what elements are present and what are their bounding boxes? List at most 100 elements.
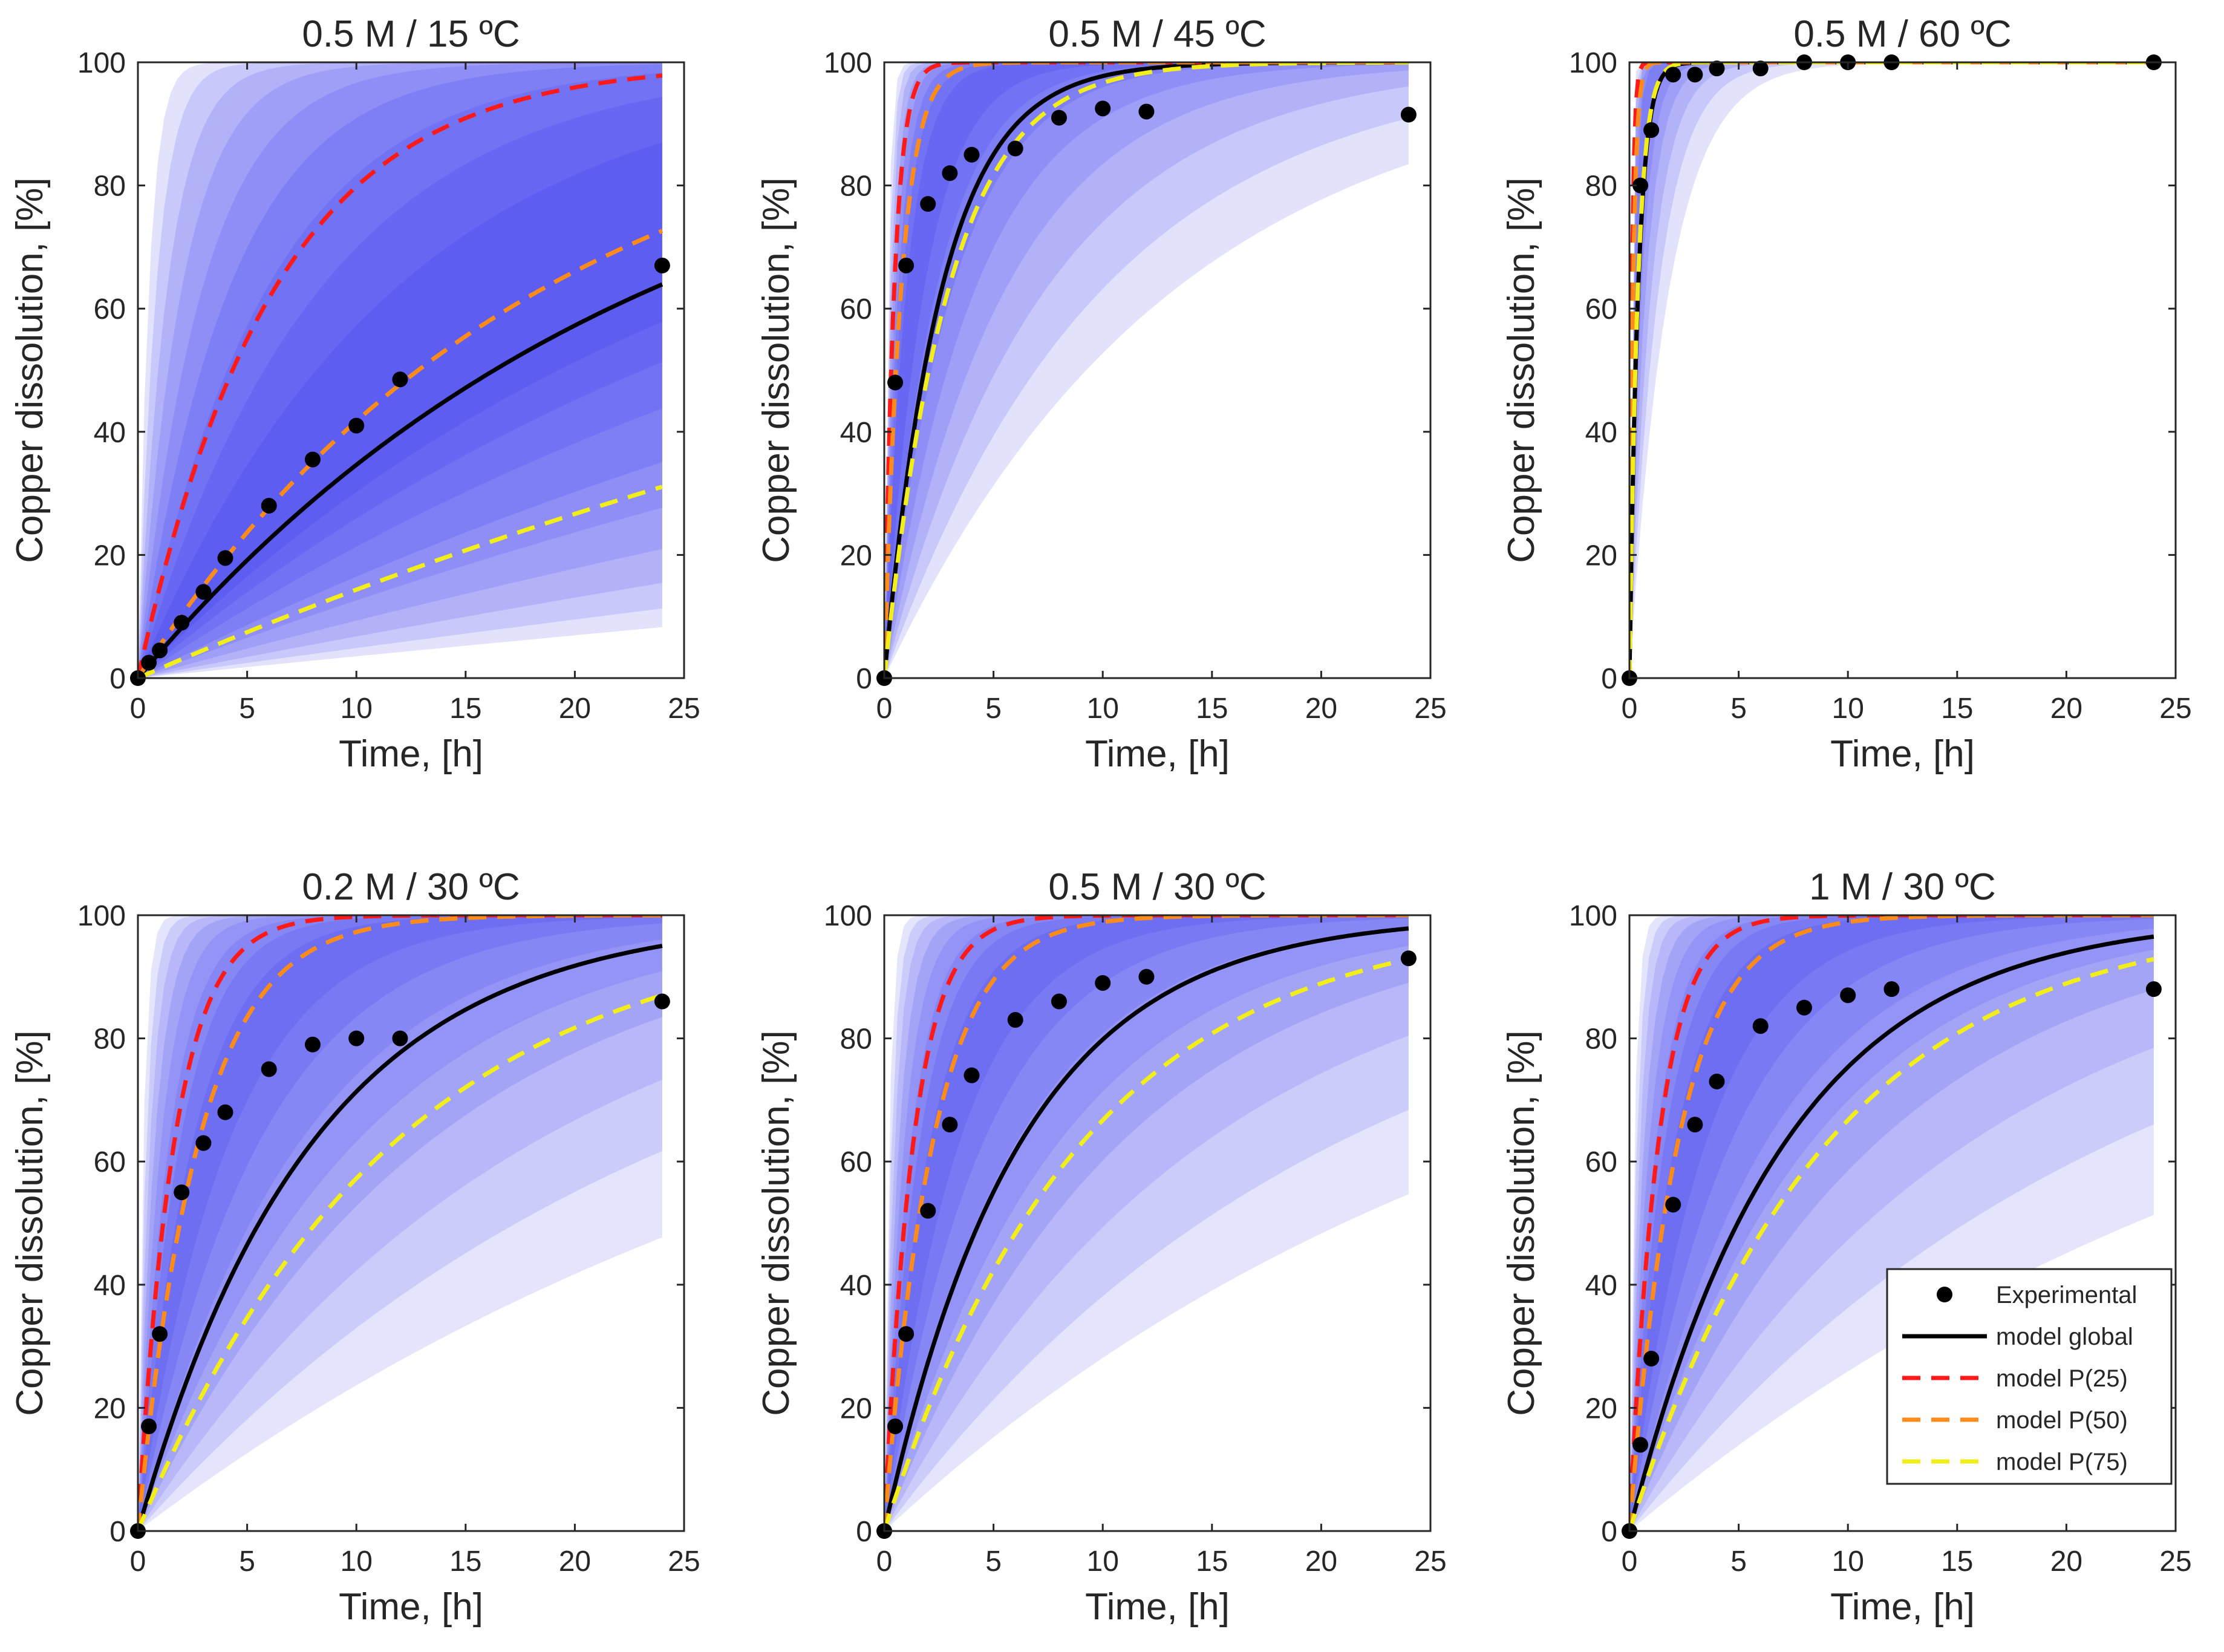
experimental-point (348, 1030, 365, 1046)
experimental-point (898, 257, 915, 273)
x-tick-label: 15 (1941, 693, 1973, 725)
y-tick-label: 0 (109, 663, 126, 695)
experimental-point (1007, 1012, 1023, 1028)
experimental-point (304, 451, 321, 468)
experimental-point (964, 1067, 980, 1083)
x-tick-label: 15 (1196, 693, 1228, 725)
experimental-point (141, 1418, 157, 1434)
experimental-point (1883, 981, 1900, 997)
experimental-point (195, 1135, 212, 1151)
experimental-point (942, 1117, 958, 1133)
uncertainty-band-6 (884, 62, 1409, 678)
model-global-line (1629, 62, 2154, 678)
experimental-point (887, 374, 904, 391)
x-tick-label: 10 (1832, 1546, 1864, 1578)
experimental-point (654, 257, 670, 273)
plot-area (884, 62, 1409, 678)
model-global-line (884, 926, 1409, 1531)
x-tick-label: 25 (668, 693, 700, 725)
legend-item-global: model global (1902, 1324, 2133, 1350)
plot-area (138, 915, 663, 1531)
x-tick-label: 10 (1832, 693, 1864, 725)
experimental-point (1665, 1197, 1681, 1213)
y-tick-label: 100 (77, 900, 126, 932)
x-tick-label: 25 (668, 1546, 700, 1578)
experimental-point (942, 165, 958, 181)
uncertainty-band-1 (138, 62, 662, 678)
y-tick-label: 20 (1585, 540, 1617, 572)
panel-title: 0.5 M / 15 ºC (302, 13, 520, 55)
experimental-point (152, 642, 168, 659)
x-tick-label: 20 (1305, 1546, 1337, 1578)
x-axis-label: Time, [h] (1830, 733, 1975, 775)
experimental-point (1051, 993, 1067, 1010)
y-tick-label: 60 (94, 293, 126, 325)
experimental-point (174, 1184, 190, 1201)
x-tick-label: 5 (239, 1546, 255, 1578)
model-p50-line (1629, 62, 2154, 678)
experimental-point (1687, 1117, 1703, 1133)
legend-item-experimental: Experimental (1937, 1282, 2137, 1308)
experimental-point (1643, 1350, 1660, 1366)
x-tick-label: 15 (449, 693, 481, 725)
uncertainty-band-6 (1629, 915, 2154, 1531)
model-p75-line (1629, 957, 2154, 1531)
y-tick-label: 40 (840, 417, 872, 449)
legend-label: model P(25) (1996, 1365, 2128, 1392)
y-tick-label: 80 (94, 171, 126, 203)
plot-area (1629, 915, 2154, 1531)
experimental-point (1665, 67, 1681, 83)
experimental-point (1138, 103, 1155, 120)
y-tick-label: 0 (1601, 1516, 1617, 1548)
uncertainty-band-1 (884, 62, 1409, 678)
legend-item-p25: model P(25) (1902, 1365, 2128, 1392)
legend-item-p50: model P(50) (1902, 1407, 2128, 1434)
legend-label: model P(75) (1996, 1449, 2128, 1475)
uncertainty-band-3 (138, 62, 662, 678)
x-tick-label: 10 (1087, 693, 1119, 725)
uncertainty-band-3 (884, 62, 1409, 678)
experimental-point (1840, 987, 1856, 1004)
x-tick-label: 10 (1087, 1546, 1119, 1578)
plot-area (1629, 62, 2154, 678)
x-tick-label: 5 (985, 693, 1002, 725)
experimental-point (1752, 60, 1769, 77)
experimental-point (1796, 999, 1812, 1016)
experimental-point (1095, 100, 1111, 117)
experimental-point (174, 615, 190, 631)
panel-title: 0.5 M / 45 ºC (1048, 13, 1266, 55)
experimental-point (392, 371, 408, 388)
x-tick-label: 5 (239, 693, 255, 725)
uncertainty-band-6 (1629, 62, 2154, 678)
experimental-point (1051, 109, 1067, 126)
x-tick-label: 15 (449, 1546, 481, 1578)
experimental-point (348, 417, 365, 434)
experimental-point (1752, 1018, 1769, 1034)
chart-panel-2: 0 5 10 15 20 25 0 20 40 60 80 100 0.5 M / 45 ºC Time,… (755, 13, 1447, 775)
experimental-point (1095, 975, 1111, 991)
x-tick-label: 0 (876, 693, 893, 725)
uncertainty-band-6 (138, 64, 662, 678)
experimental-point (887, 1418, 904, 1434)
legend-marker (1937, 1287, 1952, 1302)
y-tick-label: 20 (94, 540, 126, 572)
panel-title: 0.5 M / 30 ºC (1048, 866, 1266, 908)
y-tick-label: 100 (77, 47, 126, 79)
experimental-point (1632, 1437, 1649, 1453)
x-tick-label: 5 (985, 1546, 1002, 1578)
experimental-point (654, 993, 670, 1010)
legend-item-p75: model P(75) (1902, 1449, 2128, 1475)
experimental-point (1709, 1073, 1725, 1089)
uncertainty-band-4 (1629, 62, 2154, 678)
plot-area (138, 62, 664, 678)
y-tick-label: 40 (840, 1270, 872, 1302)
y-tick-label: 40 (1585, 417, 1617, 449)
chart-panel-4: 0 5 10 15 20 25 0 20 40 60 80 100 0.2 M / 30 ºC Time,… (9, 866, 700, 1628)
model-p75-line (1629, 62, 2154, 678)
x-tick-label: 0 (876, 1546, 893, 1578)
y-axis-label: Copper dissolution, [%] (755, 177, 797, 563)
y-tick-label: 60 (840, 293, 872, 325)
uncertainty-band-1 (1629, 62, 2154, 678)
model-p25-line (1629, 62, 2154, 678)
